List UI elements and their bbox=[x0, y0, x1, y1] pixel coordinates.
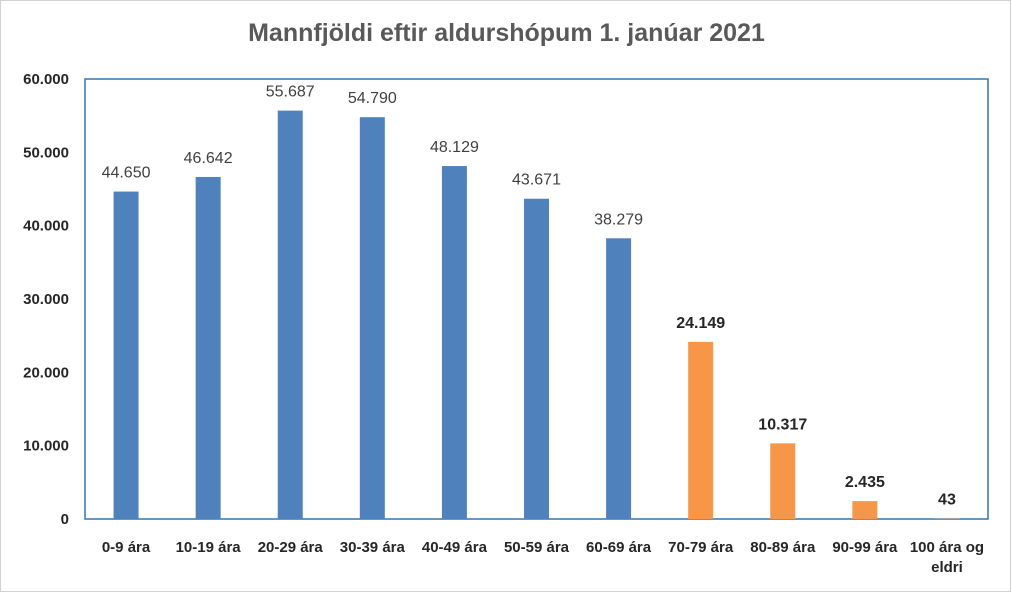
bar bbox=[852, 501, 877, 519]
data-label: 43 bbox=[938, 492, 956, 509]
y-tick-label: 40.000 bbox=[23, 218, 69, 235]
data-label: 48.129 bbox=[430, 139, 479, 156]
x-tick-label: 100 ára og bbox=[910, 539, 984, 556]
x-tick-label: 20-29 ára bbox=[258, 539, 324, 556]
y-tick-label: 50.000 bbox=[23, 144, 69, 161]
y-tick-label: 30.000 bbox=[23, 291, 69, 308]
data-label: 2.435 bbox=[845, 474, 885, 491]
bar bbox=[278, 111, 303, 519]
data-label: 46.642 bbox=[184, 150, 233, 167]
x-tick-label: 40-49 ára bbox=[422, 539, 488, 556]
bar bbox=[442, 166, 467, 519]
x-tick-label: 80-89 ára bbox=[750, 539, 816, 556]
data-label: 55.687 bbox=[266, 84, 315, 101]
bar bbox=[606, 238, 631, 519]
x-tick-label: 90-99 ára bbox=[832, 539, 898, 556]
data-label: 24.149 bbox=[676, 315, 725, 332]
x-tick-label: 0-9 ára bbox=[102, 539, 151, 556]
data-label: 54.790 bbox=[348, 90, 397, 107]
bar bbox=[770, 443, 795, 519]
y-tick-label: 20.000 bbox=[23, 364, 69, 381]
y-tick-label: 60.000 bbox=[23, 71, 69, 88]
x-tick-label: 70-79 ára bbox=[668, 539, 734, 556]
bar bbox=[360, 117, 385, 519]
data-label: 38.279 bbox=[594, 211, 643, 228]
x-tick-label: 10-19 ára bbox=[176, 539, 242, 556]
y-tick-label: 10.000 bbox=[23, 438, 69, 455]
y-tick-label: 0 bbox=[61, 511, 69, 528]
bar bbox=[524, 199, 549, 519]
x-tick-label: 50-59 ára bbox=[504, 539, 570, 556]
x-tick-label: 60-69 ára bbox=[586, 539, 652, 556]
bar bbox=[196, 177, 221, 519]
x-tick-label: 30-39 ára bbox=[340, 539, 406, 556]
bar bbox=[688, 342, 713, 519]
bar bbox=[114, 192, 139, 519]
data-label: 43.671 bbox=[512, 172, 561, 189]
data-label: 10.317 bbox=[758, 416, 807, 433]
data-label: 44.650 bbox=[102, 165, 151, 182]
x-tick-label: eldri bbox=[931, 559, 963, 576]
